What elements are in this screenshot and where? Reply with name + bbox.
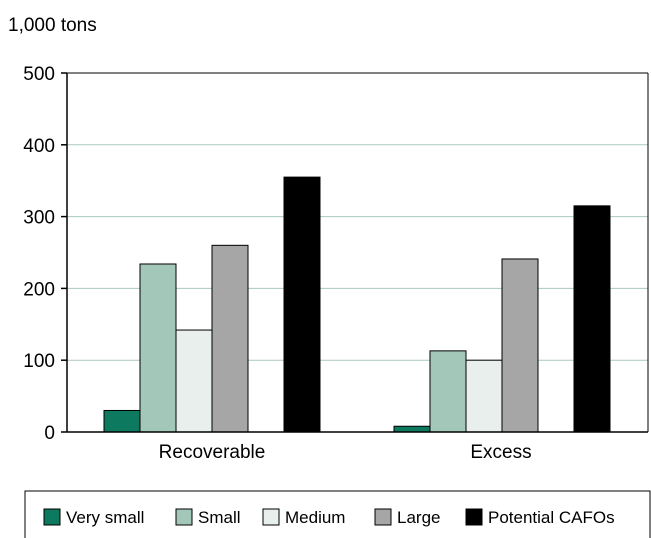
legend-swatch xyxy=(374,508,392,526)
y-tick-label: 500 xyxy=(23,64,55,85)
axes xyxy=(66,72,649,433)
legend-label: Potential CAFOs xyxy=(488,508,615,527)
legend-swatch xyxy=(43,508,61,526)
y-axis-ticks: 0 100 200 300 400 500 xyxy=(23,64,67,444)
bar-medium-excess xyxy=(465,359,503,433)
legend-box xyxy=(24,490,651,538)
legend-swatch xyxy=(175,508,193,526)
legend-label: Very small xyxy=(66,508,144,527)
y-tick-label: 300 xyxy=(23,208,55,229)
y-tick-label: 400 xyxy=(23,136,55,157)
legend-swatch xyxy=(262,508,280,526)
bar-potential-cafos-excess xyxy=(573,205,611,433)
legend-label: Small xyxy=(198,508,241,527)
legend-swatch xyxy=(465,508,483,526)
legend: Very small Small Medium Large Potential CAFO… xyxy=(24,490,651,538)
bar-potential-cafos-recoverable xyxy=(283,176,321,433)
y-axis-unit-label: 1,000 tons xyxy=(8,15,97,36)
bar-very-small-recoverable xyxy=(103,409,141,433)
bar-small-recoverable xyxy=(139,263,177,433)
y-tick-label: 100 xyxy=(23,351,55,372)
bar-very-small-excess xyxy=(393,425,431,433)
x-category-label: Excess xyxy=(470,442,531,463)
legend-label: Medium xyxy=(285,508,345,527)
x-axis-labels: Recoverable Excess xyxy=(159,442,532,463)
bar-large-recoverable xyxy=(211,244,249,433)
bar-small-excess xyxy=(429,350,467,433)
y-tick-label: 200 xyxy=(23,279,55,300)
y-tick-label: 0 xyxy=(44,423,55,444)
legend-label: Large xyxy=(397,508,440,527)
x-category-label: Recoverable xyxy=(159,442,266,463)
bar-medium-recoverable xyxy=(175,329,213,433)
bar-large-excess xyxy=(501,258,539,433)
bars xyxy=(103,176,611,433)
